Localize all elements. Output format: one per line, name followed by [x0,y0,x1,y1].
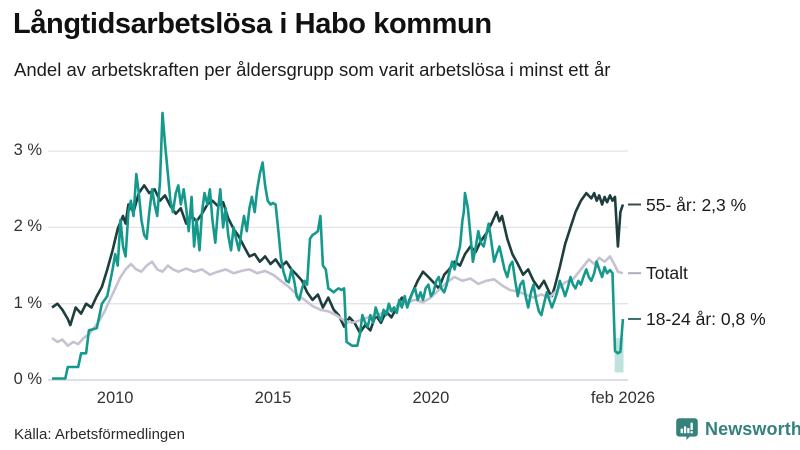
y-axis-label-3: 3 % [13,141,42,160]
page-title: Långtidsarbetslösa i Habo kommun [13,8,492,40]
y-axis-label-0: 0 % [13,370,42,388]
latest-period-highlight-band [614,338,624,373]
x-axis-label-feb-2026: feb 2026 [590,389,656,407]
chart-subtitle: Andel av arbetskraften per åldersgrupp s… [14,59,611,80]
source-note: Källa: Arbetsförmedlingen [14,426,185,443]
line-series-s55 [51,184,625,335]
y-axis-label-1: 1 % [13,293,42,312]
x-axis-label-2010: 2010 [96,389,134,407]
brand-name: Newsworthy [705,418,800,439]
series-label-totalt: Totalt [646,263,688,284]
series-label-18-24-ar: 18-24 år: 0,8 % [646,308,766,329]
x-axis-label-2015: 2015 [254,389,292,407]
y-axis-label-2: 2 % [13,217,42,236]
series-label-55-ar: 55- år: 2,3 % [646,194,747,215]
line-series-a1824 [52,111,625,380]
x-axis-label-2020: 2020 [412,389,450,407]
newsworthy-logo: Newsworthy [675,417,800,441]
newsworthy-chart-bubble-icon [676,418,698,440]
